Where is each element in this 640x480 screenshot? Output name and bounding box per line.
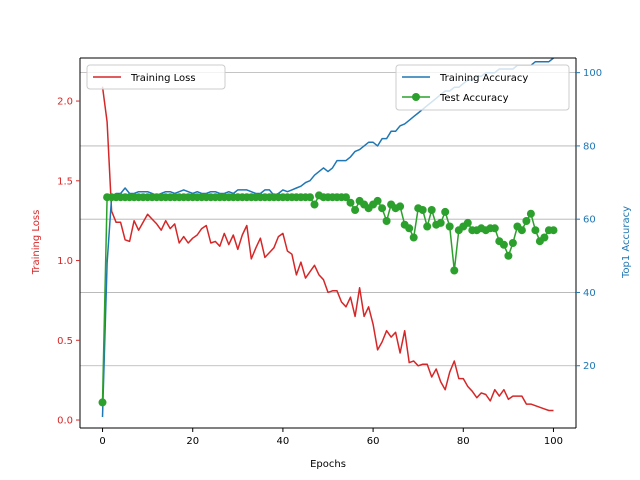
series-layer [98, 57, 558, 418]
legend-marker-test-accuracy [412, 93, 420, 101]
x-tick-label: 20 [186, 436, 199, 447]
y-left-tick-label: 1.5 [57, 176, 73, 187]
y-left-tick-label: 2.0 [57, 97, 73, 108]
y-right-tick-label: 60 [583, 215, 596, 226]
data-point-test-accuracy [436, 218, 445, 227]
data-point-test-accuracy [445, 222, 454, 231]
legend-right-frame [395, 64, 570, 111]
data-point-test-accuracy [342, 193, 350, 202]
y-left-tick-label: 0.5 [57, 336, 73, 347]
data-point-test-accuracy [373, 196, 382, 205]
data-point-test-accuracy [450, 266, 459, 275]
x-tick-label: 80 [457, 436, 470, 447]
y-left-axis-title: Training Loss [31, 210, 42, 276]
data-point-test-accuracy [441, 207, 450, 216]
data-point-test-accuracy [98, 398, 107, 407]
data-point-test-accuracy [463, 218, 472, 227]
data-point-test-accuracy [526, 209, 535, 218]
legend-right: Training Accuracy Test Accuracy [395, 64, 570, 111]
data-point-test-accuracy [382, 217, 391, 225]
y-left-tick-label: 1.0 [57, 256, 73, 267]
data-point-test-accuracy [346, 198, 355, 207]
data-point-test-accuracy [306, 193, 314, 202]
x-tick-label: 40 [277, 436, 290, 447]
data-point-test-accuracy [351, 206, 360, 214]
x-tick-label: 100 [544, 436, 563, 447]
y-left-tick-label: 0.0 [57, 416, 73, 427]
axes-layer [79, 57, 577, 429]
data-point-test-accuracy [427, 206, 436, 214]
y-right-tick-label: 80 [583, 141, 596, 152]
ticks-layer: 0 20 40 60 80 100 0.0 0.5 1.0 1.5 2.0 20 40 60 80 100 [57, 68, 602, 447]
legend-left-frame [86, 64, 226, 90]
data-point-test-accuracy [499, 240, 508, 249]
y-right-tick-label: 100 [583, 68, 602, 79]
data-point-test-accuracy [405, 224, 414, 233]
data-point-test-accuracy [396, 202, 405, 211]
legend-label-test-accuracy: Test Accuracy [439, 93, 509, 104]
legend-left: Training Loss [86, 64, 226, 90]
y-right-axis-title: Top1 Accuracy [621, 206, 632, 279]
x-tick-label: 60 [367, 436, 380, 447]
data-point-test-accuracy [549, 226, 558, 235]
data-point-test-accuracy [310, 200, 319, 209]
y-right-tick-label: 20 [583, 361, 596, 372]
legend-label-training-accuracy: Training Accuracy [439, 73, 528, 84]
data-point-test-accuracy [531, 226, 540, 235]
data-point-test-accuracy [517, 226, 526, 235]
data-point-test-accuracy [504, 251, 513, 260]
data-point-test-accuracy [490, 224, 499, 233]
data-point-test-accuracy [378, 204, 387, 213]
data-point-test-accuracy [418, 206, 427, 214]
x-axis-title: Epochs [310, 459, 346, 470]
data-point-test-accuracy [522, 217, 531, 225]
legend-label-training-loss: Training Loss [130, 73, 196, 84]
x-tick-label: 0 [99, 436, 105, 447]
data-point-test-accuracy [540, 233, 549, 242]
data-point-test-accuracy [508, 239, 517, 247]
data-point-test-accuracy [409, 233, 418, 242]
series-line-training-loss [101, 86, 554, 412]
y-right-tick-label: 40 [583, 288, 596, 299]
data-point-test-accuracy [423, 222, 432, 231]
